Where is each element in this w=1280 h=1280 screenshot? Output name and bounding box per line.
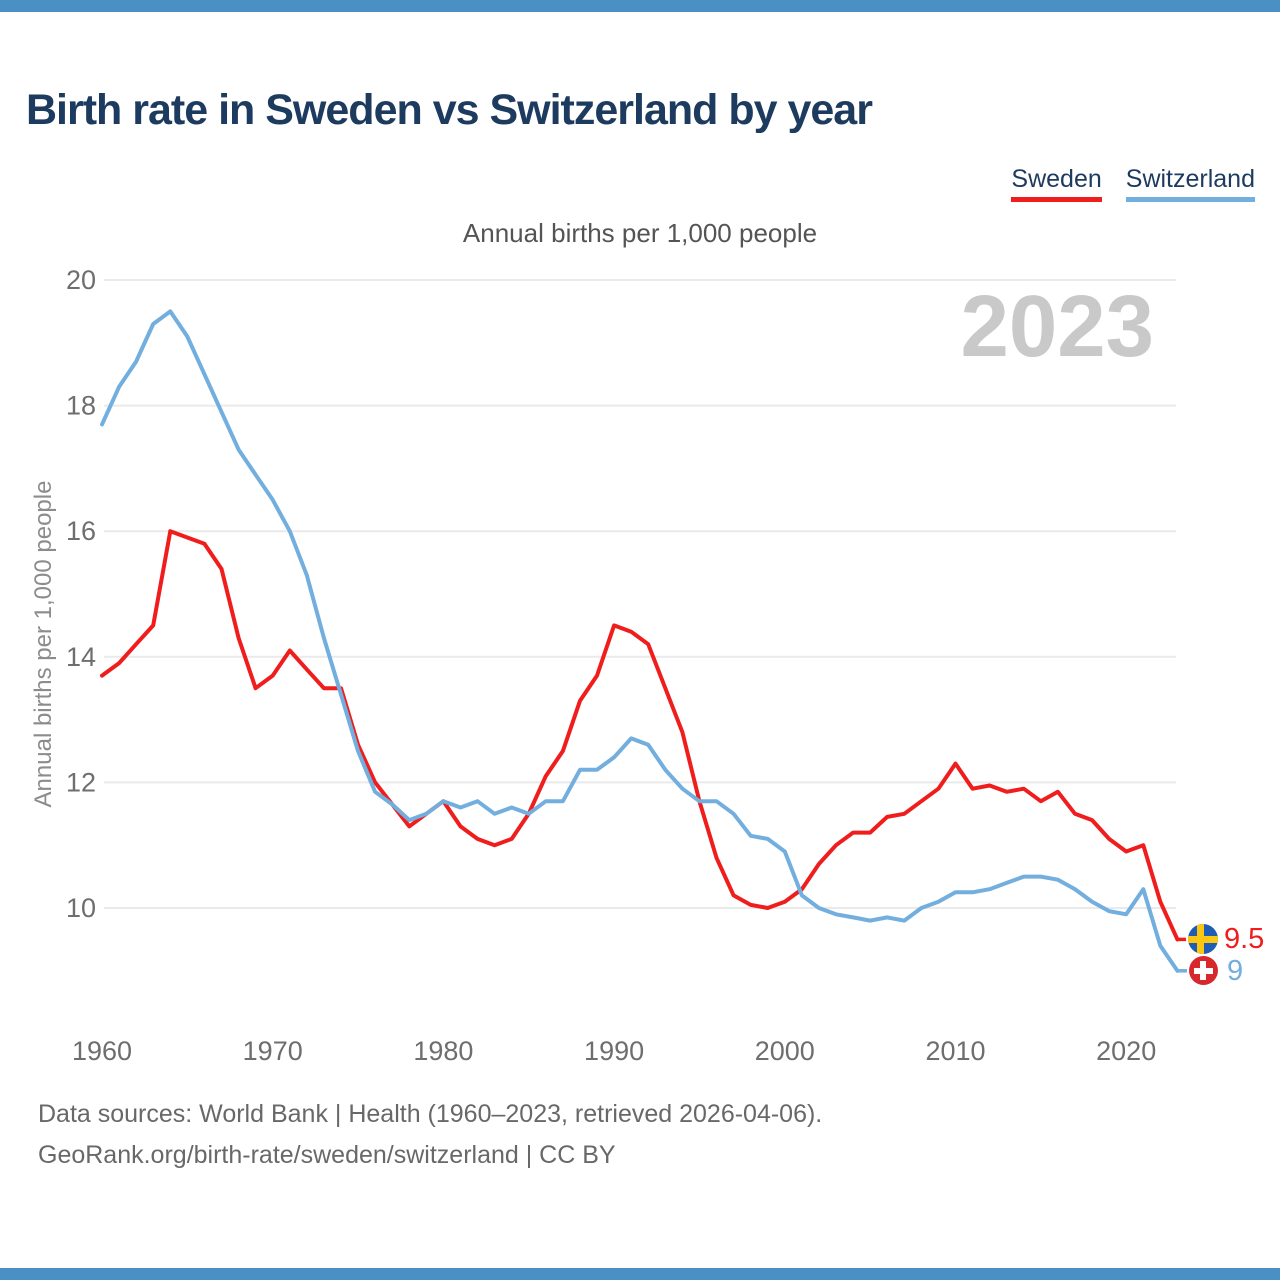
- x-tick-label-1960: 1960: [72, 1036, 132, 1066]
- y-tick-label-18: 18: [66, 391, 96, 421]
- legend-underline-switzerland: [1125, 197, 1255, 202]
- x-tick-label-1970: 1970: [243, 1036, 303, 1066]
- legend-underline-sweden: [1011, 197, 1102, 202]
- legend-label-switzerland: Switzerland: [1125, 165, 1255, 193]
- legend-item-switzerland[interactable]: Switzerland: [1125, 165, 1255, 202]
- footer-url: GeoRank.org/birth-rate/sweden/switzerlan…: [38, 1141, 616, 1169]
- footer-data-sources: Data sources: World Bank | Health (1960–…: [38, 1100, 823, 1128]
- sweden-flag-cross-horizontal: [1188, 935, 1218, 943]
- page-title: Birth rate in Sweden vs Switzerland by y…: [26, 86, 873, 134]
- sweden-end-value: 9.5: [1224, 923, 1265, 956]
- legend-item-sweden[interactable]: Sweden: [1011, 165, 1102, 202]
- y-tick-label-10: 10: [66, 893, 96, 923]
- y-tick-label-16: 16: [66, 516, 96, 546]
- footer-attribution: Data sources: World Bank | Health (1960–…: [38, 1094, 822, 1176]
- legend: Sweden Switzerland: [1011, 165, 1255, 202]
- swiss-flag-cross-horizontal: [1193, 967, 1213, 974]
- x-tick-label-1980: 1980: [413, 1036, 473, 1066]
- x-tick-label-2000: 2000: [755, 1036, 815, 1066]
- y-tick-label-14: 14: [66, 642, 96, 672]
- x-tick-label-2020: 2020: [1096, 1036, 1156, 1066]
- switzerland-line: [100, 309, 1180, 973]
- x-tick-label-2010: 2010: [925, 1036, 985, 1066]
- y-tick-label-12: 12: [66, 767, 96, 797]
- legend-label-sweden: Sweden: [1011, 165, 1102, 193]
- year-watermark: 2023: [960, 278, 1154, 375]
- x-tick-label-1990: 1990: [584, 1036, 644, 1066]
- switzerland-end-value: 9: [1227, 954, 1244, 987]
- y-tick-label-20: 20: [66, 265, 96, 295]
- sweden-line: [100, 529, 1180, 942]
- sweden-flag-icon: [1188, 924, 1218, 955]
- chart-subtitle: Annual births per 1,000 people: [462, 218, 818, 248]
- bottom-accent-bar: [0, 1268, 1280, 1280]
- top-accent-bar: [0, 0, 1280, 12]
- switzerland-flag-icon: [1188, 956, 1218, 986]
